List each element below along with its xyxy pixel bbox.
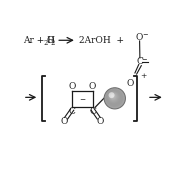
Circle shape [107, 91, 120, 104]
Text: O: O [61, 117, 68, 126]
Circle shape [108, 91, 119, 103]
Circle shape [109, 92, 115, 98]
Circle shape [111, 95, 114, 97]
Text: −: − [142, 56, 147, 64]
Text: O: O [69, 82, 76, 91]
Circle shape [106, 89, 123, 106]
Text: C: C [69, 107, 76, 116]
Circle shape [104, 88, 125, 109]
Text: C: C [89, 107, 96, 116]
Circle shape [104, 88, 125, 109]
Text: −: − [79, 96, 85, 104]
Text: 2ArOH  +: 2ArOH + [79, 36, 124, 45]
Circle shape [108, 92, 119, 102]
Circle shape [109, 92, 118, 102]
Text: C: C [137, 57, 143, 66]
Circle shape [109, 93, 117, 100]
Text: −: − [142, 31, 147, 39]
Circle shape [110, 94, 116, 99]
Circle shape [112, 95, 113, 96]
Circle shape [106, 90, 122, 105]
Text: O: O [135, 33, 143, 42]
Circle shape [111, 94, 114, 98]
Text: O: O [126, 79, 134, 88]
Circle shape [105, 89, 123, 107]
Circle shape [106, 90, 122, 106]
Text: +: + [140, 72, 146, 79]
Circle shape [107, 90, 121, 105]
Text: 2: 2 [51, 39, 55, 47]
Text: O: O [89, 82, 96, 91]
Text: Ar + H: Ar + H [23, 36, 55, 45]
Circle shape [107, 91, 121, 104]
Circle shape [111, 95, 113, 97]
Circle shape [104, 88, 125, 108]
Circle shape [110, 93, 116, 100]
Circle shape [111, 94, 115, 98]
Circle shape [108, 92, 119, 102]
Circle shape [110, 94, 115, 99]
Text: O: O [46, 36, 54, 45]
Circle shape [109, 93, 117, 101]
Text: 2: 2 [44, 39, 48, 47]
Text: O: O [97, 117, 104, 126]
Circle shape [105, 89, 124, 107]
Circle shape [105, 88, 124, 108]
